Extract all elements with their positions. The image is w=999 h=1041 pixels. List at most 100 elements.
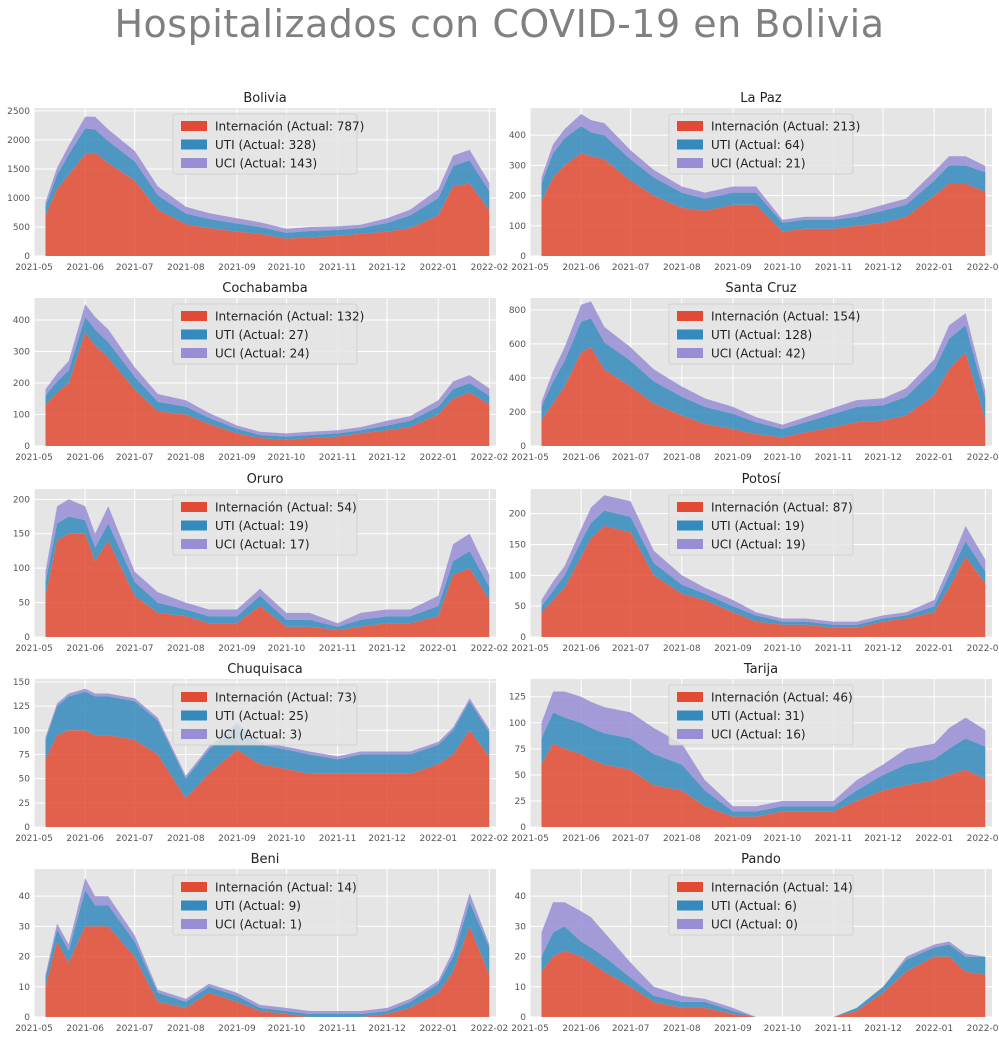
legend-label: UTI (Actual: 31) [711, 709, 805, 723]
x-tick-label: 2021-12 [368, 644, 406, 654]
y-tick-label: 40 [515, 892, 527, 902]
y-tick-label: 400 [509, 131, 526, 141]
subplot: 0 200 400 600 800 2021-05 2021-06 2021-07 2021-0… [509, 281, 999, 463]
legend-label: UTI (Actual: 19) [215, 519, 309, 533]
y-tick-label: 100 [13, 411, 30, 421]
area-internacin [541, 950, 986, 1017]
x-tick-label: 2021-11 [319, 1024, 357, 1034]
legend-label: Internación (Actual: 14) [711, 881, 853, 895]
x-tick-label: 2021-06 [66, 263, 104, 273]
subplot: 0 100 200 300 400 2021-05 2021-06 2021-07 2021-0… [509, 91, 999, 273]
y-tick-label: 0 [520, 823, 526, 833]
legend-label: Internación (Actual: 73) [215, 691, 357, 705]
y-tick-label: 75 [19, 750, 30, 760]
x-tick-label: 2021-11 [815, 1024, 853, 1034]
y-tick-label: 125 [509, 693, 526, 703]
y-tick-label: 20 [515, 953, 527, 963]
legend-swatch [677, 329, 703, 340]
x-tick-label: 2022-02 [471, 644, 509, 654]
y-tick-label: 100 [13, 564, 30, 574]
y-tick-label: 0 [24, 442, 30, 452]
legend-label: UCI (Actual: 1) [215, 918, 302, 932]
y-tick-label: 50 [19, 775, 31, 785]
x-tick-label: 2021-08 [663, 834, 701, 844]
legend-box [172, 494, 358, 556]
area-uci [541, 114, 986, 223]
legend-label: UTI (Actual: 9) [215, 899, 301, 913]
x-tick-label: 2021-10 [764, 453, 802, 463]
area-internacin [45, 926, 490, 1017]
x-tick-label: 2021-06 [562, 644, 600, 654]
y-tick-label: 40 [19, 892, 31, 902]
legend-label: UCI (Actual: 17) [215, 538, 310, 552]
x-tick-label: 2022-02 [967, 1024, 999, 1034]
panel-title: La Paz [740, 91, 782, 106]
x-tick-label: 2021-10 [764, 644, 802, 654]
panel-title: Oruro [247, 472, 284, 487]
x-tick-label: 2021-07 [116, 834, 154, 844]
y-tick-label: 1500 [7, 165, 30, 175]
legend-label: Internación (Actual: 132) [215, 310, 364, 324]
x-tick-label: 2021-09 [714, 834, 752, 844]
x-tick-label: 2022-02 [471, 263, 509, 273]
x-tick-label: 2021-05 [15, 834, 53, 844]
x-tick-label: 2021-08 [663, 1024, 701, 1034]
x-tick-label: 2021-06 [66, 453, 104, 463]
x-tick-label: 2022-02 [967, 834, 999, 844]
area-uci [541, 902, 986, 1017]
x-tick-label: 2021-12 [864, 453, 902, 463]
x-tick-label: 2022-02 [967, 263, 999, 273]
x-tick-label: 2022-01 [915, 453, 953, 463]
area-internacin [45, 152, 490, 256]
legend-box [668, 303, 854, 365]
x-tick-label: 2021-11 [815, 453, 853, 463]
legend-label: Internación (Actual: 154) [711, 310, 860, 324]
x-tick-label: 2021-05 [15, 1024, 53, 1034]
y-tick-label: 200 [13, 495, 30, 505]
x-tick-label: 2021-06 [66, 1024, 104, 1034]
subplot: 0 100 200 300 400 2021-05 2021-06 2021-07 2021-0… [13, 281, 508, 463]
legend-label: UTI (Actual: 64) [711, 138, 805, 152]
legend-label: Internación (Actual: 14) [215, 881, 357, 895]
x-tick-label: 2021-11 [815, 263, 853, 273]
x-tick-label: 2021-08 [167, 263, 205, 273]
legend-swatch [181, 729, 207, 739]
area-internacin [45, 332, 490, 446]
x-tick-label: 2022-02 [967, 644, 999, 654]
legend-box [172, 684, 358, 746]
legend-swatch [181, 121, 207, 131]
x-tick-label: 2021-09 [218, 1024, 256, 1034]
x-tick-label: 2021-05 [15, 644, 53, 654]
legend-swatch [677, 158, 703, 168]
y-tick-label: 400 [13, 316, 30, 326]
panel-title: Chuquisaca [227, 662, 303, 677]
area-uci [45, 304, 490, 437]
x-tick-label: 2021-07 [116, 1024, 154, 1034]
panel-title: Santa Cruz [725, 281, 796, 296]
legend-label: UCI (Actual: 143) [215, 157, 317, 171]
x-tick-label: 2021-07 [612, 263, 650, 273]
area-uci [45, 116, 490, 233]
legend-box [668, 874, 854, 936]
y-tick-label: 100 [509, 222, 526, 232]
x-tick-label: 2021-09 [218, 834, 256, 844]
x-tick-label: 2021-06 [562, 834, 600, 844]
legend-label: UTI (Actual: 25) [215, 709, 309, 723]
legend-swatch [677, 692, 703, 702]
x-tick-label: 2021-12 [368, 1024, 406, 1034]
legend-swatch [181, 539, 207, 549]
y-tick-label: 30 [19, 922, 31, 932]
y-tick-label: 0 [520, 1013, 526, 1023]
x-tick-label: 2021-08 [167, 1024, 205, 1034]
y-tick-label: 150 [13, 678, 30, 688]
legend-label: UCI (Actual: 3) [215, 728, 302, 742]
y-tick-label: 0 [24, 823, 30, 833]
panel-title: Tarija [743, 662, 778, 677]
x-tick-label: 2021-08 [663, 453, 701, 463]
y-tick-label: 30 [515, 922, 527, 932]
x-tick-label: 2022-02 [967, 453, 999, 463]
x-tick-label: 2021-09 [714, 263, 752, 273]
y-tick-label: 100 [509, 719, 526, 729]
legend-label: Internación (Actual: 213) [711, 120, 860, 134]
